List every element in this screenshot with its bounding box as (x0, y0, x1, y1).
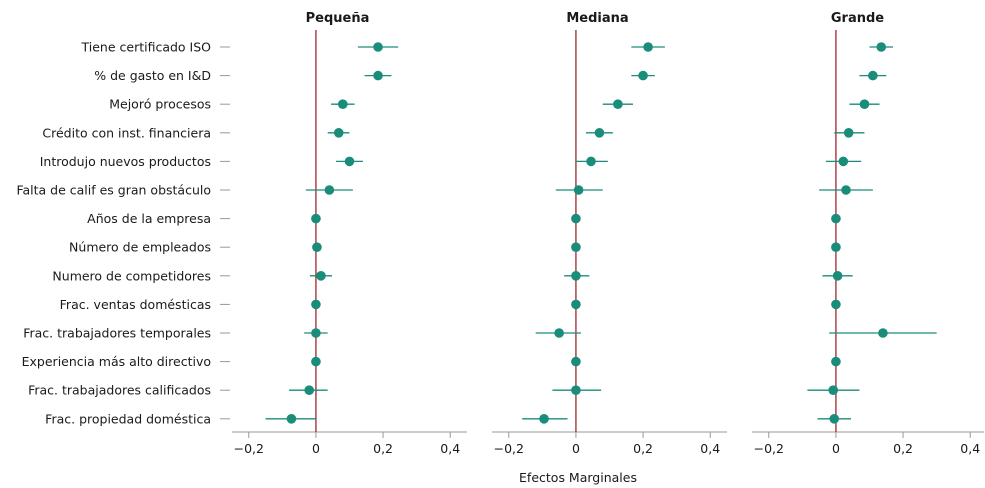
estimate-point (571, 271, 581, 281)
row-label: Frac. trabajadores temporales (23, 326, 211, 341)
panel-title: Mediana (566, 11, 628, 26)
x-tick-label: 0,2 (633, 441, 653, 456)
estimate-point (594, 128, 605, 138)
estimate-point (843, 128, 854, 138)
x-tick-label: −0,2 (234, 441, 264, 456)
estimate-point (539, 414, 549, 424)
row-label: Falta de calif es gran obstáculo (16, 183, 211, 198)
estimate-point (304, 385, 315, 396)
estimate-point (878, 328, 888, 338)
estimate-point (613, 99, 623, 109)
row-label: % de gasto en I&D (94, 68, 211, 83)
estimate-point (311, 356, 321, 367)
x-tick-label: 0,4 (700, 441, 720, 456)
panel: Mediana −0,2 0 0,2 0,4 (492, 11, 727, 456)
estimate-point (286, 414, 297, 424)
estimate-point (838, 156, 849, 167)
estimate-point (643, 42, 653, 52)
estimate-point (876, 42, 887, 52)
estimate-point (571, 213, 581, 224)
estimate-point (868, 70, 878, 81)
estimate-point (571, 242, 581, 252)
estimate-point (373, 42, 383, 52)
estimate-point (638, 70, 648, 81)
row-label: Mejoró procesos (109, 97, 211, 112)
estimate-point (571, 356, 581, 367)
x-tick-label: 0 (572, 441, 580, 456)
x-tick-label: 0,4 (440, 441, 460, 456)
x-tick-label: 0 (832, 441, 840, 456)
estimate-point (373, 70, 383, 81)
row-label: Experiencia más alto directivo (22, 354, 211, 369)
estimate-point (311, 328, 321, 338)
estimate-point (831, 356, 841, 367)
x-axis-label: Efectos Marginales (519, 470, 637, 485)
x-tick-label: −0,2 (754, 441, 784, 456)
row-label: Años de la empresa (87, 211, 211, 226)
estimate-point (316, 271, 326, 281)
row-label: Frac. trabajadores calificados (28, 383, 211, 398)
row-label: Numero de competidores (52, 268, 211, 283)
estimate-point (311, 299, 321, 310)
estimate-point (571, 299, 581, 310)
x-tick-label: 0,4 (960, 441, 980, 456)
estimate-point (832, 271, 843, 281)
estimate-point (828, 385, 839, 396)
x-tick-label: 0 (312, 441, 320, 456)
row-label: Crédito con inst. financiera (42, 125, 211, 140)
estimate-point (554, 328, 564, 338)
estimate-point (312, 242, 322, 252)
estimate-point (859, 99, 870, 109)
panel-title: Pequeña (306, 11, 370, 26)
row-label: Introdujo nuevos productos (40, 154, 211, 169)
row-label: Frac. propiedad doméstica (45, 411, 211, 426)
estimate-point (333, 128, 344, 138)
row-labels: Tiene certificado ISO % de gasto en I&D Me… (16, 40, 230, 426)
estimate-point (311, 213, 321, 224)
panel-title: Grande (831, 11, 884, 26)
estimate-point (829, 414, 840, 424)
panel: Pequeña −0,2 0 0,2 0,4 (232, 11, 467, 456)
panel: Grande −0,2 0 0,2 0,4 (752, 11, 984, 456)
estimate-point (324, 185, 335, 195)
estimate-point (831, 213, 841, 224)
estimate-point (586, 156, 596, 167)
estimate-point (841, 185, 851, 195)
row-label: Número de empleados (69, 240, 211, 255)
x-tick-label: 0,2 (373, 441, 393, 456)
row-label: Tiene certificado ISO (81, 40, 212, 55)
estimate-point (831, 242, 841, 252)
row-label: Frac. ventas domésticas (60, 297, 211, 312)
x-tick-label: 0,2 (893, 441, 913, 456)
estimate-point (344, 156, 355, 167)
estimate-point (831, 299, 841, 310)
estimate-point (571, 385, 581, 396)
estimate-point (573, 185, 584, 195)
estimate-point (337, 99, 348, 109)
x-tick-label: −0,2 (494, 441, 524, 456)
